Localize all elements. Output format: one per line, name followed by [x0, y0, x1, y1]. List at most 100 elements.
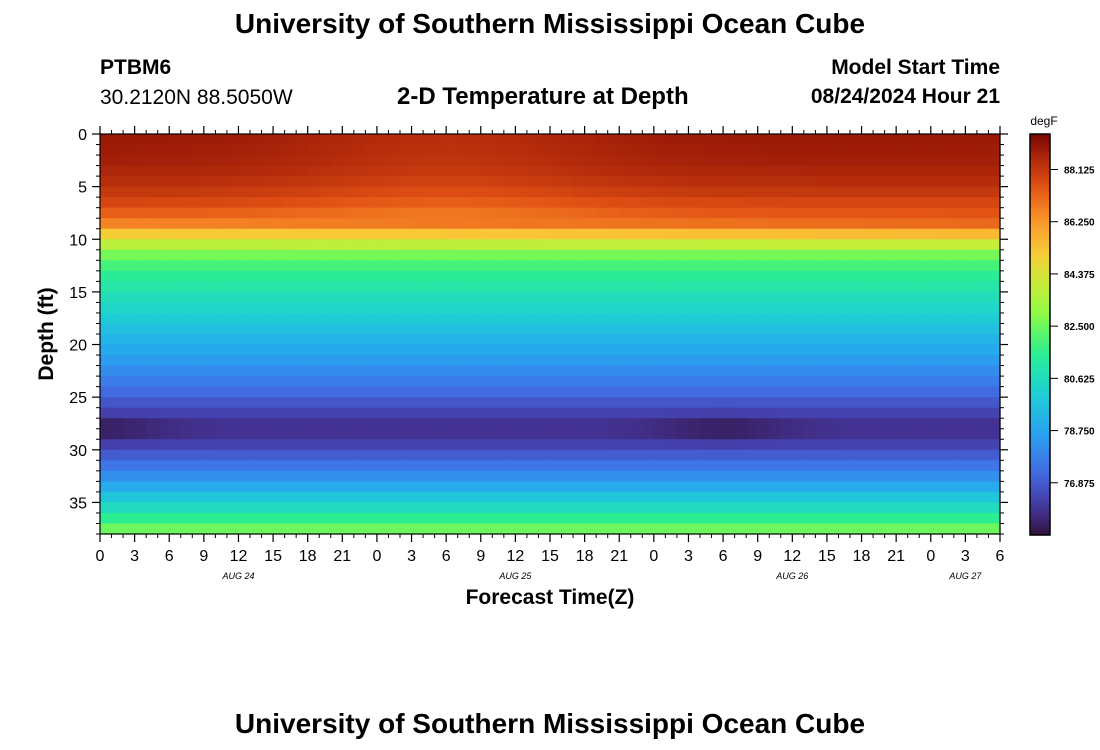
heatmap-cell	[942, 281, 955, 293]
heatmap-cell	[919, 228, 932, 240]
heatmap-cell	[584, 323, 597, 335]
heatmap-cell	[873, 470, 886, 482]
heatmap-cell	[111, 312, 124, 325]
heatmap-cell	[769, 176, 782, 188]
heatmap-cell	[261, 260, 274, 272]
heatmap-cell	[250, 228, 263, 240]
heatmap-cell	[803, 355, 816, 367]
heatmap-cell	[734, 144, 747, 156]
heatmap-cell	[550, 249, 563, 261]
heatmap-cell	[157, 323, 170, 335]
heatmap-cell	[711, 365, 724, 377]
heatmap-cell	[457, 197, 470, 209]
heatmap-cell	[988, 523, 1001, 535]
heatmap-cell	[711, 449, 724, 461]
heatmap-cell	[400, 155, 413, 167]
heatmap-cell	[203, 376, 216, 388]
heatmap-cell	[653, 260, 666, 272]
heatmap-cell	[250, 207, 263, 219]
heatmap-cell	[492, 470, 505, 482]
heatmap-cell	[630, 239, 643, 251]
heatmap-cell	[619, 239, 632, 251]
heatmap-cell	[284, 249, 297, 261]
heatmap-cell	[573, 186, 586, 198]
heatmap-cell	[146, 302, 159, 314]
heatmap-cell	[653, 239, 666, 251]
heatmap-cell	[953, 481, 966, 493]
heatmap-cell	[953, 312, 966, 325]
heatmap-cell	[596, 134, 609, 146]
heatmap-cell	[250, 218, 263, 230]
heatmap-cell	[700, 407, 713, 419]
y-tick-label: 30	[69, 443, 87, 460]
heatmap-cell	[688, 281, 701, 293]
x-tick-label: 18	[299, 548, 317, 565]
heatmap-cell	[146, 418, 159, 430]
heatmap-cell	[676, 502, 690, 514]
heatmap-cell	[746, 418, 759, 430]
heatmap-cell	[376, 365, 390, 377]
heatmap-cell	[446, 197, 459, 209]
heatmap-cell	[342, 344, 355, 356]
x-tick-label: 9	[476, 548, 485, 565]
heatmap-cell	[746, 144, 759, 156]
heatmap-cell	[134, 439, 147, 451]
heatmap-cell	[550, 312, 563, 325]
heatmap-cell	[573, 418, 586, 430]
heatmap-cell	[550, 397, 563, 409]
heatmap-cell	[630, 344, 643, 356]
heatmap-cell	[100, 176, 113, 188]
heatmap-cell	[988, 270, 1001, 282]
heatmap-cell	[896, 218, 909, 230]
heatmap-cell	[838, 270, 851, 282]
heatmap-cell	[988, 176, 1001, 188]
heatmap-cell	[400, 449, 413, 461]
heatmap-cell	[896, 155, 909, 167]
heatmap-cell	[388, 270, 401, 282]
heatmap-cell	[700, 502, 713, 514]
heatmap-cell	[469, 228, 482, 240]
heatmap-cell	[688, 523, 701, 535]
heatmap-cell	[734, 344, 747, 356]
heatmap-cell	[273, 218, 286, 230]
heatmap-cell	[573, 523, 586, 535]
heatmap-cell	[988, 428, 1001, 440]
heatmap-cell	[838, 218, 851, 230]
heatmap-cell	[503, 239, 516, 251]
heatmap-cell	[630, 334, 643, 346]
heatmap-cell	[111, 260, 124, 272]
heatmap-cell	[434, 470, 447, 482]
heatmap-cell	[457, 502, 470, 514]
heatmap-cell	[250, 281, 263, 293]
heatmap-cell	[965, 365, 978, 377]
heatmap-cell	[411, 523, 424, 535]
heatmap-cell	[100, 481, 113, 493]
heatmap-cell	[688, 260, 701, 272]
heatmap-cell	[515, 144, 528, 156]
heatmap-cell	[146, 207, 159, 219]
heatmap-cell	[769, 165, 782, 177]
heatmap-cell	[884, 376, 897, 388]
heatmap-cell	[780, 439, 793, 451]
heatmap-cell	[100, 334, 113, 346]
heatmap-cell	[503, 144, 516, 156]
heatmap-cell	[250, 502, 263, 514]
heatmap-cell	[400, 439, 413, 451]
heatmap-cell	[642, 218, 655, 230]
heatmap-cell	[296, 491, 309, 504]
heatmap-cell	[826, 502, 840, 514]
heatmap-cell	[342, 365, 355, 377]
heatmap-cell	[665, 523, 678, 535]
heatmap-cell	[319, 176, 332, 188]
heatmap-cell	[330, 312, 343, 325]
heatmap-cell	[642, 281, 655, 293]
heatmap-cell	[296, 470, 309, 482]
heatmap-cell	[250, 460, 263, 472]
heatmap-cell	[192, 376, 205, 388]
heatmap-cell	[596, 502, 609, 514]
heatmap-cell	[653, 418, 666, 430]
heatmap-cell	[238, 176, 251, 188]
heatmap-cell	[250, 176, 263, 188]
heatmap-cell	[584, 270, 597, 282]
model-start-label: Model Start Time	[831, 56, 1000, 79]
